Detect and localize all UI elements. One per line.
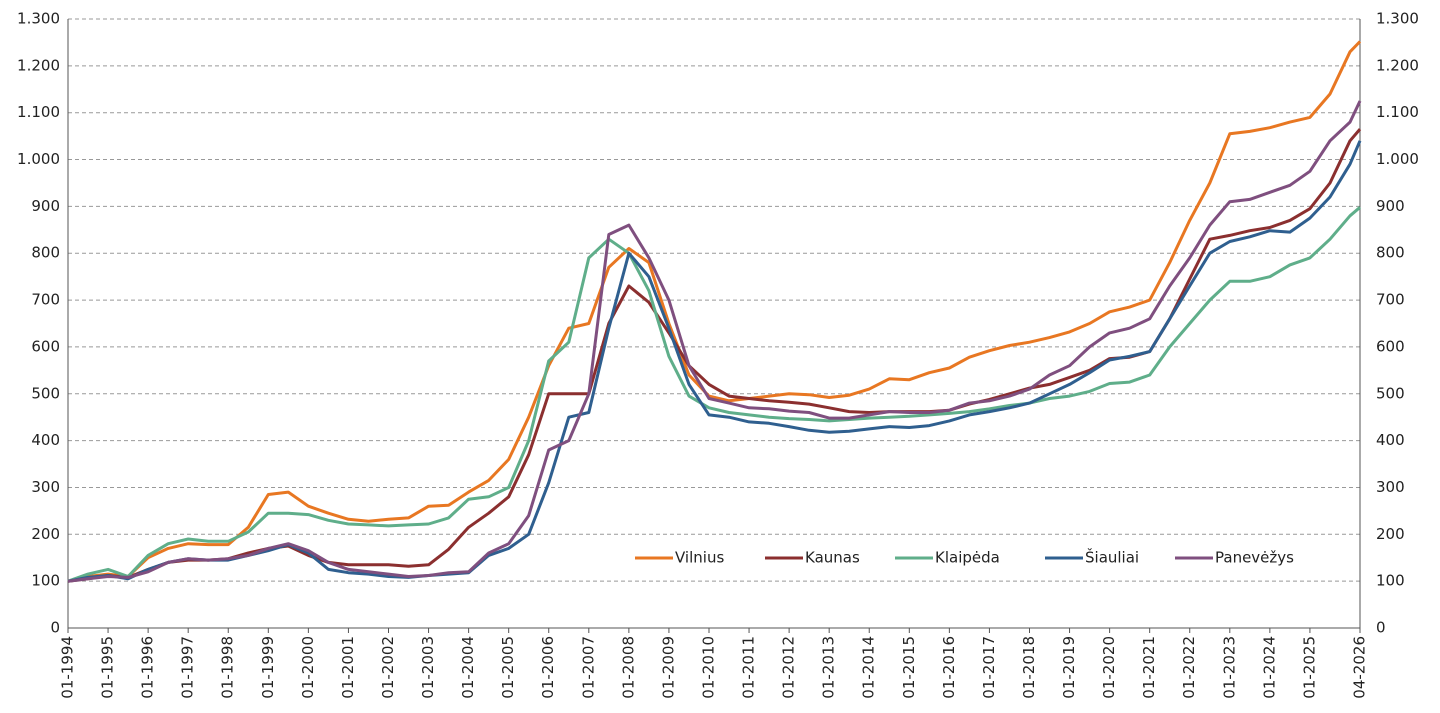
x-tick-label: 01-1997 <box>179 636 197 699</box>
y-tick-label: 700 <box>31 291 60 309</box>
line-series <box>67 100 1362 583</box>
y-tick-label-right: 200 <box>1376 525 1405 543</box>
y-tick-label-right: 900 <box>1376 197 1405 215</box>
x-tick-label: 01-1994 <box>59 636 77 699</box>
y-tick-label-right: 1.300 <box>1376 10 1419 28</box>
x-tick-label: 01-2016 <box>940 636 958 699</box>
x-tick-label: 01-2025 <box>1300 636 1318 699</box>
y-tick-label: 0 <box>50 619 60 637</box>
y-tick-label: 1.100 <box>17 103 60 121</box>
x-tick-label: 01-1999 <box>259 636 277 699</box>
x-tick-label: 01-2014 <box>860 636 878 699</box>
x-tick-label: 01-2005 <box>499 636 517 699</box>
y-tick-label-right: 400 <box>1376 431 1405 449</box>
y-tick-label-right: 500 <box>1376 384 1405 402</box>
legend-label: Šiauliai <box>1085 548 1139 567</box>
x-tick-label: 01-2023 <box>1220 636 1238 699</box>
y-tick-label: 1.200 <box>17 56 60 74</box>
y-tick-label-right: 300 <box>1376 478 1405 496</box>
y-tick-label: 300 <box>31 478 60 496</box>
y-tick-label-right: 100 <box>1376 572 1405 590</box>
y-tick-label-right: 700 <box>1376 291 1405 309</box>
x-tick-label: 01-2021 <box>1140 636 1158 699</box>
legend-label: Klaipėda <box>935 549 1000 567</box>
legend-label: Panevėžys <box>1215 549 1294 567</box>
y-tick-label: 500 <box>31 384 60 402</box>
y-tick-label: 800 <box>31 244 60 262</box>
x-tick-label: 01-2009 <box>659 636 677 699</box>
x-tick-label: 01-1995 <box>99 636 117 699</box>
y-tick-label: 600 <box>31 337 60 355</box>
x-tick-label: 01-2001 <box>339 636 357 699</box>
x-tick-label: 01-1996 <box>139 636 157 699</box>
x-tick-label: 01-2006 <box>539 636 557 699</box>
x-tick-label: 01-2022 <box>1180 636 1198 699</box>
x-tick-label: 01-1998 <box>219 636 237 699</box>
x-tick-label: 01-2002 <box>379 636 397 699</box>
line-series <box>67 128 1362 583</box>
line-series <box>67 40 1362 583</box>
x-tick-label: 01-2020 <box>1100 636 1118 699</box>
x-tick-label: 01-2015 <box>900 636 918 699</box>
y-tick-label-right: 1.100 <box>1376 103 1419 121</box>
y-tick-label-right: 600 <box>1376 337 1405 355</box>
x-tick-label: 01-2019 <box>1060 636 1078 699</box>
x-tick-label: 01-2003 <box>419 636 437 699</box>
x-tick-label: 01-2018 <box>1020 636 1038 699</box>
y-tick-label-right: 1.000 <box>1376 150 1419 168</box>
x-tick-label: 01-2000 <box>299 636 317 699</box>
x-tick-label: 01-2004 <box>459 636 477 699</box>
y-tick-label-right: 1.200 <box>1376 56 1419 74</box>
legend-label: Vilnius <box>675 549 724 567</box>
y-tick-label-right: 0 <box>1376 619 1386 637</box>
x-tick-label: 04-2026 <box>1351 636 1369 699</box>
y-tick-label: 200 <box>31 525 60 543</box>
x-tick-label: 01-2007 <box>579 636 597 699</box>
y-tick-label: 100 <box>31 572 60 590</box>
x-tick-label: 01-2008 <box>619 636 637 699</box>
y-tick-label: 1.300 <box>17 10 60 28</box>
legend-label: Kaunas <box>805 549 860 567</box>
x-tick-label: 01-2013 <box>820 636 838 699</box>
x-tick-label: 01-2011 <box>740 636 758 699</box>
y-tick-label: 1.000 <box>17 150 60 168</box>
x-tick-label: 01-2024 <box>1260 636 1278 699</box>
y-tick-label: 400 <box>31 431 60 449</box>
x-tick-label: 01-2012 <box>780 636 798 699</box>
y-tick-label: 900 <box>31 197 60 215</box>
x-tick-label: 01-2017 <box>980 636 998 699</box>
x-tick-label: 01-2010 <box>699 636 717 699</box>
y-tick-label-right: 800 <box>1376 244 1405 262</box>
line-series <box>67 206 1361 583</box>
